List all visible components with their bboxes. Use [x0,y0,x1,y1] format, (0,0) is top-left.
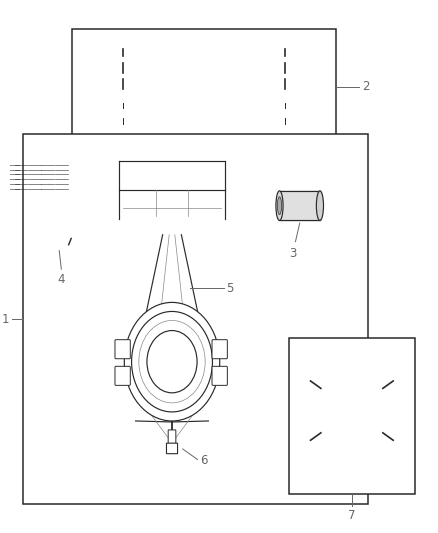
Circle shape [124,302,220,421]
FancyBboxPatch shape [115,340,130,359]
Bar [72,29,336,145]
Text: 3: 3 [290,247,297,260]
Circle shape [139,320,205,403]
Text: 4: 4 [57,273,65,286]
Bar [289,338,415,494]
Text: 5: 5 [226,282,233,295]
Text: 7: 7 [348,508,356,522]
FancyBboxPatch shape [168,430,176,444]
Bar [279,191,320,221]
Text: 2: 2 [362,80,370,93]
FancyBboxPatch shape [212,366,227,385]
Text: 1: 1 [2,313,9,326]
Ellipse shape [277,197,282,215]
Text: 6: 6 [200,454,207,467]
Ellipse shape [276,191,283,221]
Circle shape [147,330,197,393]
Circle shape [131,311,212,412]
Bar [23,134,368,504]
Ellipse shape [316,191,324,221]
FancyBboxPatch shape [115,366,130,385]
FancyBboxPatch shape [212,340,227,359]
FancyBboxPatch shape [166,443,177,454]
